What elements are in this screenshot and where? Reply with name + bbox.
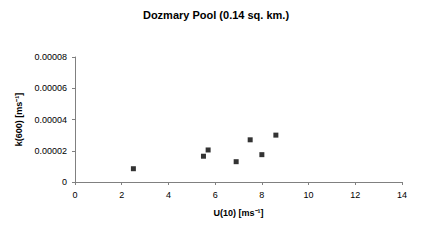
svg-text:2: 2 (119, 190, 124, 200)
svg-text:0.00008: 0.00008 (34, 52, 67, 62)
svg-text:14: 14 (397, 190, 407, 200)
svg-text:6: 6 (213, 190, 218, 200)
svg-text:0: 0 (62, 177, 67, 187)
svg-text:4: 4 (166, 190, 171, 200)
svg-text:k(600) [ms⁻¹]: k(600) [ms⁻¹] (14, 93, 24, 147)
svg-text:10: 10 (304, 190, 314, 200)
svg-text:0.00002: 0.00002 (34, 146, 67, 156)
svg-text:12: 12 (350, 190, 360, 200)
svg-text:8: 8 (259, 190, 264, 200)
svg-text:0.00006: 0.00006 (34, 83, 67, 93)
svg-text:0.00004: 0.00004 (34, 115, 67, 125)
svg-text:0: 0 (72, 190, 77, 200)
svg-text:Dozmary Pool (0.14 sq. km.): Dozmary Pool (0.14 sq. km.) (143, 9, 289, 21)
svg-text:U(10) [ms⁻¹]: U(10) [ms⁻¹] (213, 208, 263, 218)
